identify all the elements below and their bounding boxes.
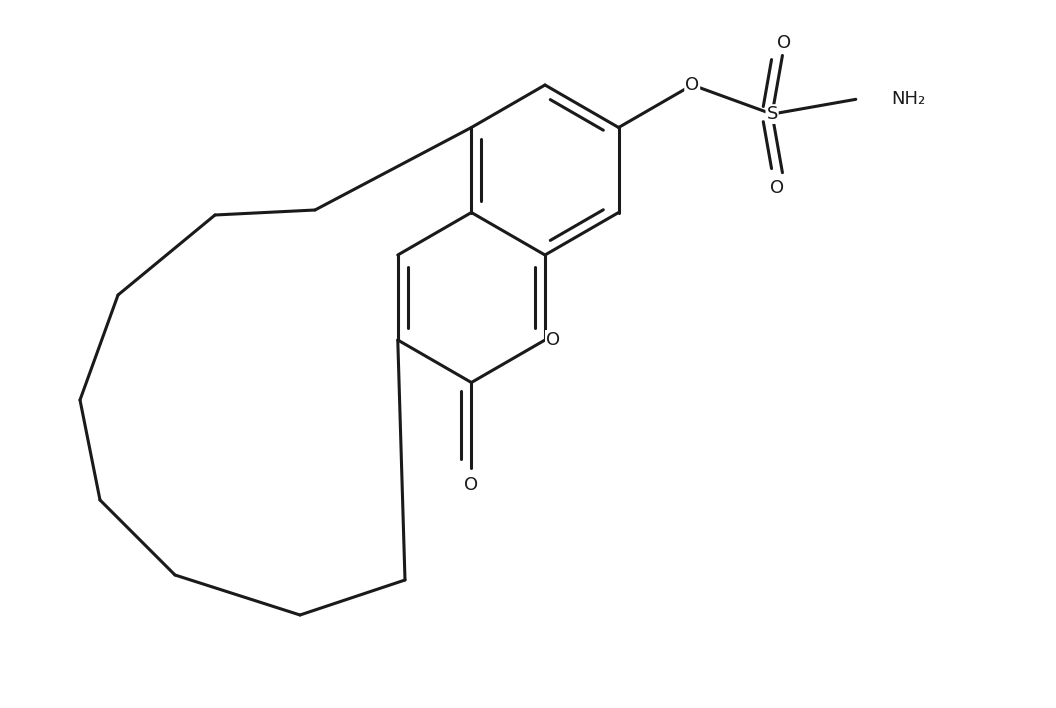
Text: O: O — [465, 476, 478, 494]
Text: O: O — [546, 331, 560, 349]
Text: S: S — [767, 105, 778, 123]
Text: O: O — [777, 35, 792, 52]
Text: O: O — [685, 76, 699, 94]
Text: O: O — [465, 476, 478, 494]
Text: O: O — [771, 178, 785, 197]
Text: O: O — [546, 331, 560, 349]
Text: NH₂: NH₂ — [891, 91, 925, 108]
